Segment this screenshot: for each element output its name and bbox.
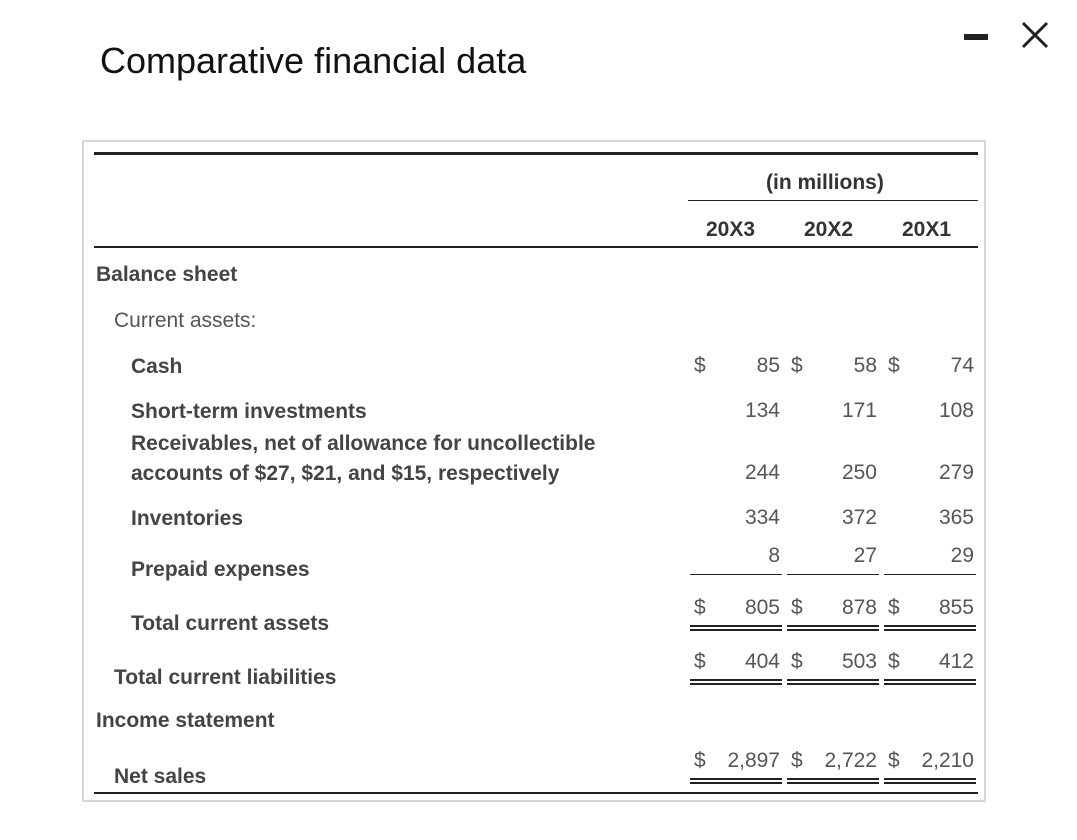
total-double-rule (690, 782, 782, 784)
row-label-receivables-line2: accounts of $27, $21, and $15, respectiv… (131, 462, 560, 485)
total-current-assets-20x2: 878 (841, 596, 877, 619)
table-top-rule (94, 152, 978, 155)
unit-header: (in millions) (766, 171, 884, 194)
receivables-20x1: 279 (938, 461, 974, 484)
total-double-rule (884, 679, 976, 681)
total-double-rule (690, 683, 782, 685)
prepaid-20x2: 27 (853, 544, 877, 567)
total-double-rule (787, 778, 879, 780)
dollar-sign: $ (694, 650, 706, 673)
subtotal-rule (884, 574, 976, 575)
close-icon[interactable] (1017, 17, 1053, 53)
total-double-rule (690, 625, 782, 627)
total-double-rule (884, 778, 976, 780)
dollar-sign: $ (888, 650, 900, 673)
dollar-sign: $ (888, 596, 900, 619)
total-double-rule (884, 629, 976, 631)
total-double-rule (884, 683, 976, 685)
total-double-rule (787, 625, 879, 627)
dollar-sign: $ (694, 354, 706, 377)
net-sales-20x3: 2,897 (727, 749, 780, 772)
short-term-20x3: 134 (744, 399, 780, 422)
dollar-sign: $ (791, 650, 803, 673)
row-label-short-term-investments: Short-term investments (131, 400, 367, 423)
net-sales-20x2: 2,722 (824, 749, 877, 772)
header-bottom-rule (94, 246, 978, 248)
dollar-sign: $ (791, 354, 803, 377)
subtotal-rule (690, 574, 782, 575)
row-label-net-sales: Net sales (114, 765, 207, 788)
minimize-icon[interactable] (964, 34, 988, 40)
total-current-liabilities-20x2: 503 (841, 650, 877, 673)
dollar-sign: $ (791, 596, 803, 619)
table-bottom-rule (94, 792, 978, 794)
row-label-prepaid-expenses: Prepaid expenses (131, 558, 310, 581)
cash-20x1: 74 (950, 354, 974, 377)
total-double-rule (690, 629, 782, 631)
row-label-total-current-assets: Total current assets (131, 612, 330, 635)
total-double-rule (690, 679, 782, 681)
total-double-rule (690, 778, 782, 780)
year-header-20x3: 20X3 (706, 218, 756, 241)
inventories-20x2: 372 (841, 506, 877, 529)
dollar-sign: $ (694, 749, 706, 772)
dollar-sign: $ (791, 749, 803, 772)
row-label-inventories: Inventories (131, 507, 244, 530)
total-double-rule (884, 782, 976, 784)
row-label-cash: Cash (131, 355, 183, 378)
row-label-receivables-line1: Receivables, net of allowance for uncoll… (131, 432, 596, 455)
total-double-rule (787, 679, 879, 681)
total-current-assets-20x1: 855 (938, 596, 974, 619)
receivables-20x2: 250 (841, 461, 877, 484)
total-current-liabilities-20x3: 404 (744, 650, 780, 673)
dollar-sign: $ (888, 354, 900, 377)
short-term-20x1: 108 (938, 399, 974, 422)
cash-20x2: 58 (853, 354, 877, 377)
financial-table: (in millions) 20X3 20X2 20X1 Balance she… (82, 140, 986, 802)
prepaid-20x3: 8 (768, 544, 780, 567)
total-double-rule (787, 629, 879, 631)
total-current-assets-20x3: 805 (744, 596, 780, 619)
row-label-total-current-liabilities: Total current liabilities (114, 666, 337, 689)
year-header-20x1: 20X1 (902, 218, 952, 241)
total-double-rule (787, 782, 879, 784)
dollar-sign: $ (694, 596, 706, 619)
prepaid-20x1: 29 (950, 544, 974, 567)
cash-20x3: 85 (756, 354, 780, 377)
inventories-20x3: 334 (744, 506, 780, 529)
unit-header-rule (688, 200, 978, 201)
current-assets-heading: Current assets: (114, 309, 257, 332)
subtotal-rule (787, 574, 879, 575)
dollar-sign: $ (888, 749, 900, 772)
net-sales-20x1: 2,210 (921, 749, 974, 772)
total-double-rule (787, 683, 879, 685)
receivables-20x3: 244 (744, 461, 780, 484)
total-double-rule (884, 625, 976, 627)
inventories-20x1: 365 (938, 506, 974, 529)
short-term-20x2: 171 (841, 399, 877, 422)
page-title: Comparative financial data (100, 40, 527, 81)
income-statement-heading: Income statement (96, 709, 275, 732)
balance-sheet-heading: Balance sheet (96, 263, 238, 286)
year-header-20x2: 20X2 (804, 218, 854, 241)
total-current-liabilities-20x1: 412 (938, 650, 974, 673)
